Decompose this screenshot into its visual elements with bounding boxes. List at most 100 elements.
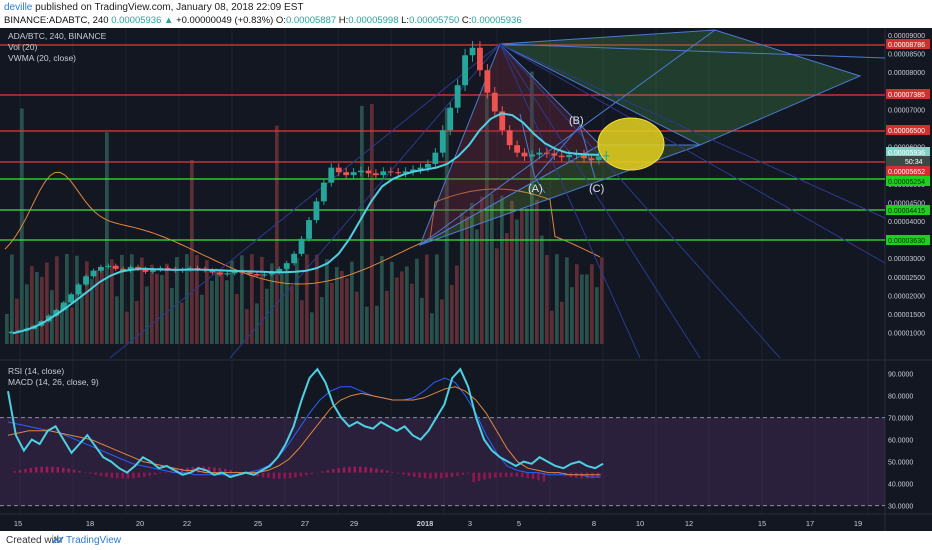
macd-histogram-bar xyxy=(13,471,16,473)
volume-bar xyxy=(535,199,539,344)
volume-bar xyxy=(310,312,314,344)
macd-histogram-bar xyxy=(380,469,384,473)
volume-bar xyxy=(405,266,409,344)
candle xyxy=(135,266,141,269)
candle xyxy=(291,253,298,264)
candle xyxy=(566,154,573,158)
macd-histogram-bar xyxy=(229,470,232,473)
price-badge-label: 0.00006500 xyxy=(888,128,925,135)
volume-bar xyxy=(235,294,239,344)
macd-histogram-bar xyxy=(143,472,146,477)
time-tick-label: 22 xyxy=(183,519,191,528)
macd-histogram-bar xyxy=(369,467,373,473)
volume-bar xyxy=(125,311,129,344)
fib-ray xyxy=(499,43,781,359)
macd-histogram-bar xyxy=(283,472,286,479)
volume-bar xyxy=(150,264,154,344)
wave-leg xyxy=(534,177,546,194)
price-badge-label: 0.00004415 xyxy=(888,208,925,215)
macd-histogram-bar xyxy=(483,472,486,480)
macd-histogram-bar xyxy=(391,472,394,473)
wave-leg xyxy=(534,125,581,179)
macd-signal-line xyxy=(7,386,601,476)
chart-canvas[interactable]: 0.000090000.000085000.000080000.00007500… xyxy=(0,28,932,531)
rsi-tick-label: 90.0000 xyxy=(888,372,913,379)
macd-histogram-bar xyxy=(386,470,389,473)
tradingview-brand-link[interactable]: TradingView xyxy=(66,535,122,546)
macd-histogram-bar xyxy=(126,472,130,479)
candle xyxy=(387,171,394,173)
chart-area[interactable]: 0.000090000.000085000.000080000.00007500… xyxy=(0,28,932,531)
macd-histogram-bar xyxy=(305,472,308,476)
fib-ray xyxy=(499,43,886,264)
macd-histogram-bar xyxy=(542,472,546,482)
vol-legend: Vol (20) xyxy=(8,42,38,52)
macd-histogram-bar xyxy=(494,472,497,478)
volume-bar xyxy=(490,194,494,344)
volume-bar xyxy=(130,254,134,344)
candle xyxy=(558,155,565,158)
volume-bar xyxy=(495,248,499,344)
price-axis: 0.000090000.000085000.000080000.00007500… xyxy=(886,33,930,511)
fib-ray xyxy=(109,43,501,359)
publish-info: published on TradingView.com, January 08… xyxy=(35,2,304,13)
candle xyxy=(372,173,379,176)
volume-bar xyxy=(40,276,44,344)
candle xyxy=(380,171,387,176)
macd-histogram-bar xyxy=(359,466,362,473)
macd-histogram-bar xyxy=(121,472,124,479)
volume-bar xyxy=(525,208,529,344)
volume-bar xyxy=(190,159,194,344)
volume-bar xyxy=(85,261,89,344)
volume-bar xyxy=(225,280,229,344)
quote-symbol: BINANCE:ADABTC, 240 xyxy=(4,15,109,26)
macd-histogram-bar xyxy=(515,472,519,477)
time-tick-label: 3 xyxy=(468,519,472,528)
time-tick-label: 15 xyxy=(14,519,22,528)
candle xyxy=(90,270,97,277)
volume-bar xyxy=(305,254,309,344)
candle xyxy=(603,155,610,157)
horizontal-levels xyxy=(0,44,885,241)
volume-bar xyxy=(185,254,189,344)
volume-bar xyxy=(275,125,279,345)
vwma-legend: VWMA (20, close) xyxy=(8,53,77,63)
candle xyxy=(439,130,446,153)
price-badge-label: 0.00008786 xyxy=(888,42,925,49)
candle xyxy=(105,265,112,267)
time-tick-label: 2018 xyxy=(417,519,434,528)
high-value: 0.00005998 xyxy=(348,15,399,26)
volume-bar xyxy=(425,254,429,344)
macd-histogram-bar xyxy=(51,466,54,473)
macd-histogram-bar xyxy=(456,472,459,476)
volume-bar xyxy=(5,314,9,344)
macd-histogram-bar xyxy=(132,472,135,479)
rsi-tick-label: 80.0000 xyxy=(888,394,913,401)
volume-bar xyxy=(420,297,424,344)
candle xyxy=(491,92,498,112)
volume-bar xyxy=(485,94,489,345)
rsi-tick-label: 30.0000 xyxy=(888,504,913,511)
macd-histogram-bar xyxy=(418,472,421,478)
fib-ray xyxy=(499,43,886,219)
volume-bar xyxy=(135,301,139,344)
author-link[interactable]: deville xyxy=(4,2,33,13)
macd-histogram-bar xyxy=(445,472,448,478)
volume-bars xyxy=(4,71,604,345)
candle xyxy=(283,263,290,269)
wave-label-a: (A) xyxy=(528,183,543,195)
candle xyxy=(313,201,320,221)
rsi-tick-label: 40.0000 xyxy=(888,482,913,489)
volume-bar xyxy=(120,254,124,344)
macd-histogram-bar xyxy=(278,472,281,479)
volume-bar xyxy=(545,255,549,344)
macd-histogram-bar xyxy=(218,468,222,473)
candle xyxy=(8,331,15,334)
macd-histogram-bar xyxy=(477,472,481,481)
volume-bar xyxy=(365,306,369,344)
price-badge-resistance xyxy=(886,125,930,135)
volume-bar xyxy=(290,285,294,344)
low-label: L: xyxy=(401,15,410,26)
candle xyxy=(432,152,439,164)
volume-bar xyxy=(205,260,209,344)
